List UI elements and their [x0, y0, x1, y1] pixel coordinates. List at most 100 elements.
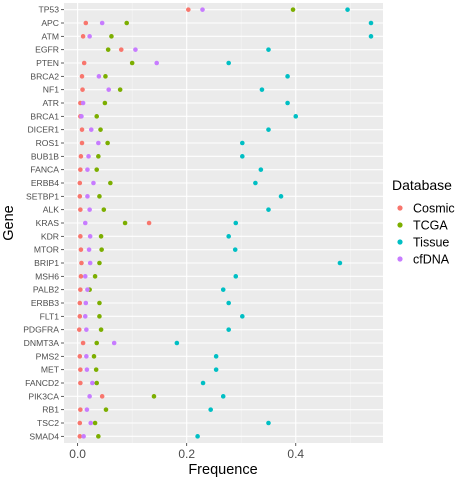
data-point-tissue — [174, 340, 180, 346]
data-point-tissue — [266, 47, 271, 52]
data-point-tcga — [97, 314, 102, 319]
y-tick-label: NF1 — [43, 85, 59, 95]
y-tick-label: FLT1 — [40, 311, 60, 321]
data-point-tcga — [129, 60, 135, 66]
data-point-cfdna — [81, 434, 86, 439]
legend-label-tissue: Tissue — [413, 236, 449, 250]
data-point-tissue — [285, 74, 290, 79]
data-point-tcga — [117, 87, 123, 92]
y-tick-label: ALK — [43, 205, 60, 215]
data-point-cfdna — [96, 140, 101, 146]
y-tick-label: PALB2 — [33, 285, 59, 295]
y-tick-label: ERBB3 — [31, 298, 59, 308]
data-point-tissue — [266, 127, 271, 132]
data-point-tcga — [92, 274, 98, 279]
data-point-cosmic — [78, 367, 83, 372]
data-point-cfdna — [200, 7, 205, 12]
data-point-tissue — [337, 260, 343, 266]
data-point-tissue — [200, 380, 206, 386]
y-tick-label: MTOR — [34, 245, 59, 255]
y-tick-label: ROS1 — [36, 138, 60, 148]
data-point-cosmic — [79, 74, 85, 79]
data-point-cosmic — [80, 87, 85, 92]
data-point-cosmic — [79, 127, 85, 132]
y-tick-label: SETBP1 — [26, 191, 59, 201]
y-tick-label: BUB1B — [31, 151, 59, 161]
data-point-cfdna — [99, 20, 105, 26]
data-point-cosmic — [78, 167, 83, 172]
data-point-tcga — [93, 367, 99, 372]
y-tick-label: MSH6 — [35, 271, 59, 281]
data-point-tcga — [97, 300, 102, 306]
y-tick-label: BRIP1 — [34, 258, 59, 268]
data-point-tissue — [213, 367, 219, 372]
data-point-cfdna — [106, 87, 112, 92]
data-point-cfdna — [90, 380, 95, 386]
data-point-cfdna — [87, 207, 92, 212]
data-point-tissue — [293, 114, 299, 119]
data-point-tissue — [226, 234, 231, 239]
data-point-tcga — [94, 114, 100, 119]
y-tick-label: ATM — [41, 31, 59, 41]
data-point-cfdna — [87, 260, 93, 266]
data-point-cfdna — [85, 167, 90, 172]
data-point-tcga — [96, 154, 101, 159]
x-tick-label: 0.2 — [178, 447, 195, 461]
legend-marker-tcga — [397, 222, 403, 228]
data-point-cfdna — [85, 287, 90, 292]
data-point-tcga — [102, 100, 108, 106]
y-tick-label: RB1 — [42, 405, 59, 415]
data-point-tissue — [266, 207, 271, 212]
data-point-cfdna — [111, 340, 117, 346]
legend-marker-tissue — [397, 239, 403, 245]
data-point-tcga — [99, 247, 104, 252]
data-point-cfdna — [82, 274, 88, 279]
data-point-tcga — [151, 394, 157, 399]
data-point-tcga — [98, 127, 103, 132]
data-point-tcga — [105, 47, 111, 52]
data-point-tcga — [97, 194, 102, 199]
y-tick-label: FANCA — [30, 165, 59, 175]
data-point-tissue — [208, 407, 213, 412]
data-point-tcga — [290, 7, 296, 12]
data-point-tcga — [91, 354, 97, 359]
y-tick-label: EGFR — [35, 45, 59, 55]
data-point-tissue — [368, 34, 374, 39]
data-point-tissue — [266, 420, 271, 426]
data-point-cosmic — [77, 434, 83, 439]
data-point-cfdna — [80, 100, 86, 106]
y-tick-label: APC — [41, 18, 59, 28]
y-tick-label: MET — [41, 365, 60, 375]
data-point-tissue — [220, 394, 226, 399]
data-point-tcga — [109, 34, 114, 39]
data-point-tcga — [98, 327, 104, 332]
data-point-cfdna — [87, 34, 92, 39]
data-point-tissue — [258, 167, 264, 172]
data-point-tcga — [96, 434, 101, 439]
data-point-tissue — [253, 180, 258, 186]
data-point-cfdna — [85, 194, 90, 199]
legend-marker-cosmic — [397, 205, 403, 211]
data-point-cosmic — [99, 394, 105, 399]
data-point-cosmic — [77, 354, 83, 359]
data-point-cosmic — [79, 260, 84, 266]
y-tick-label: ATR — [42, 98, 59, 108]
data-point-tissue — [259, 87, 265, 92]
data-point-cosmic — [77, 194, 83, 199]
legend-marker-cfdna — [397, 256, 403, 262]
y-tick-label: ERBB4 — [31, 178, 59, 188]
legend-label-cfdna: cfDNA — [413, 253, 450, 267]
data-point-tissue — [368, 20, 374, 26]
data-point-tissue — [240, 314, 245, 319]
data-point-cosmic — [83, 20, 89, 26]
data-point-tissue — [285, 100, 290, 106]
data-point-tcga — [108, 180, 113, 186]
data-point-tcga — [101, 207, 107, 212]
y-axis-title: Gene — [1, 205, 17, 240]
y-tick-label: DICER1 — [27, 125, 59, 135]
data-point-cfdna — [84, 367, 90, 372]
x-axis-title: Frequence — [188, 462, 257, 478]
legend-label-cosmic: Cosmic — [413, 202, 455, 216]
y-tick-label: PTEN — [36, 58, 59, 68]
